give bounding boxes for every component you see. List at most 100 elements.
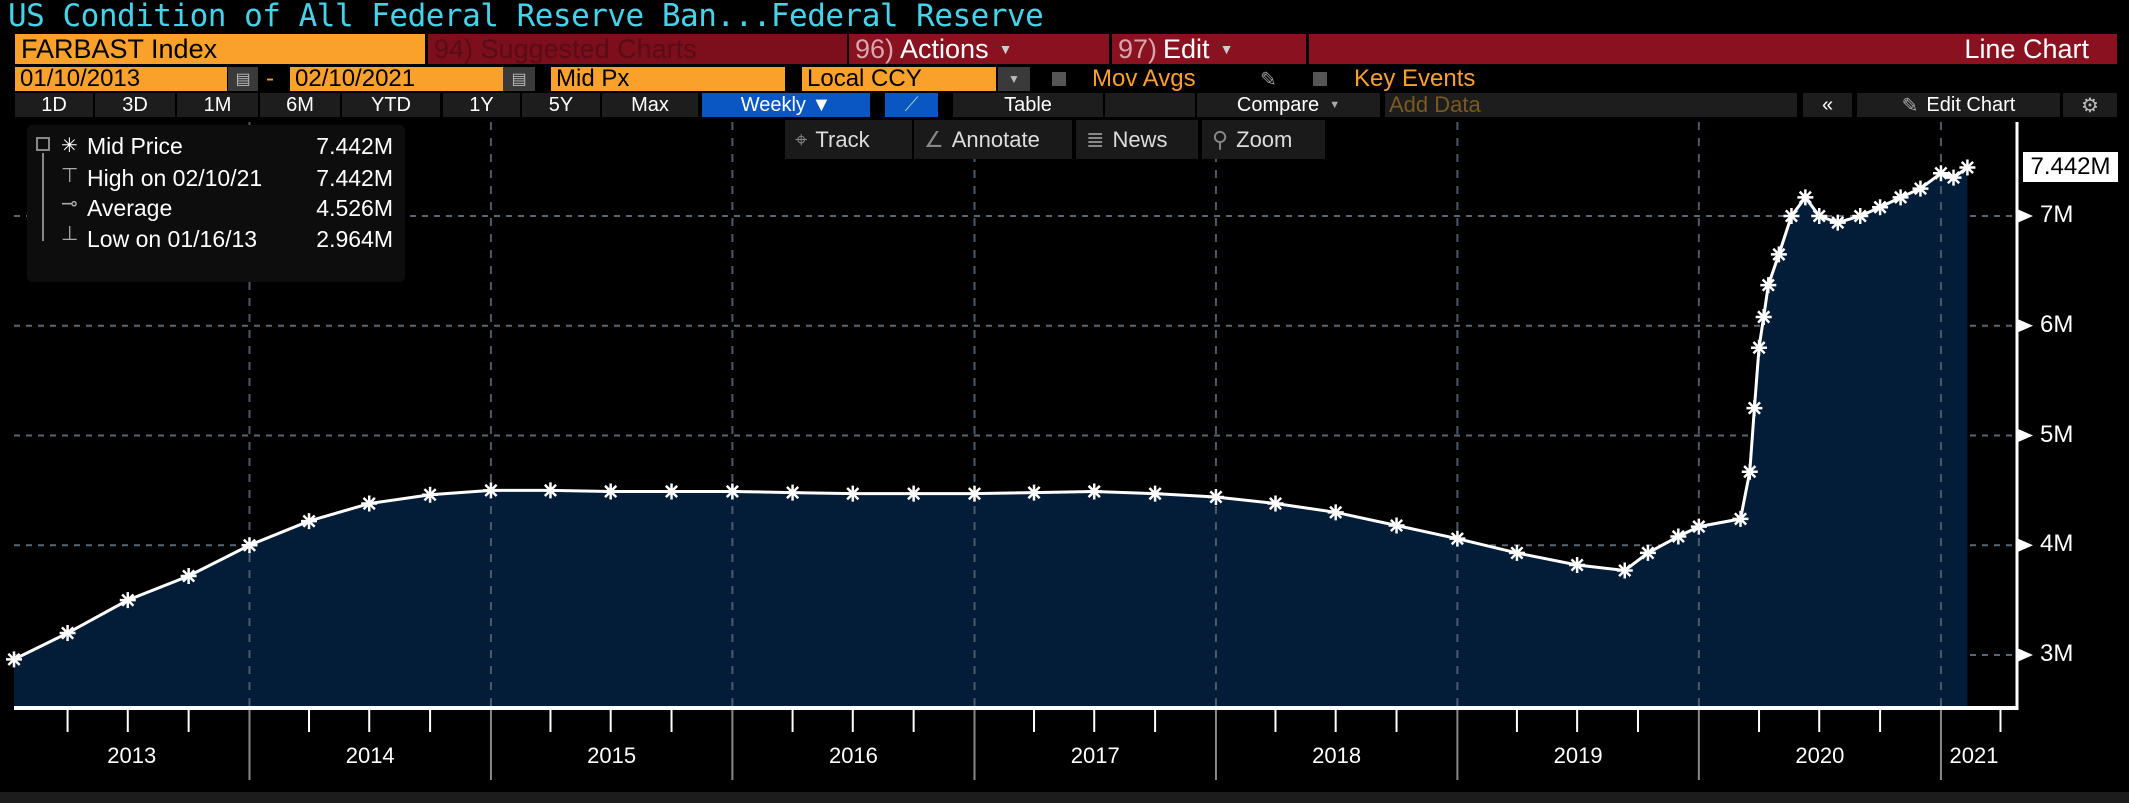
key-events-checkbox[interactable]	[1313, 72, 1327, 86]
line-chart-icon[interactable]: ⟋	[885, 93, 938, 117]
range-ytd[interactable]: YTD	[342, 93, 440, 117]
range-1y[interactable]: 1Y	[443, 93, 520, 117]
data-point-marker	[1616, 562, 1633, 579]
legend-value: 2.964M	[316, 226, 393, 252]
track-label: Track	[815, 126, 870, 152]
data-point-marker	[1755, 308, 1772, 325]
date-separator: -	[266, 67, 274, 91]
data-point-marker	[1026, 484, 1043, 501]
legend-item-low: Low on 01/16/13 2.964M	[87, 226, 393, 253]
data-point-marker	[1912, 180, 1929, 197]
collapse-icon[interactable]: «	[1803, 93, 1852, 117]
average-marker-icon: ⊸	[61, 193, 78, 215]
data-point-marker	[966, 485, 983, 502]
key-events-label[interactable]: Key Events	[1354, 67, 1476, 91]
pencil-icon[interactable]: ✎	[1260, 68, 1277, 91]
legend-value: 7.442M	[316, 165, 393, 191]
edit-label: Edit	[1163, 34, 1210, 64]
range-1m[interactable]: 1M	[177, 93, 258, 117]
data-point-marker	[1746, 400, 1763, 417]
bottom-bar	[0, 792, 2129, 803]
caret-down-icon: ▼	[998, 41, 1013, 57]
news-label: News	[1112, 126, 1168, 152]
data-point-marker	[1267, 495, 1284, 512]
start-date-field[interactable]: 01/10/2013	[15, 67, 227, 91]
legend-item-high: High on 02/10/21 7.442M	[87, 165, 393, 192]
data-point-marker	[1872, 199, 1889, 216]
crosshair-icon: ⌖	[795, 126, 808, 152]
suggested-charts-button[interactable]: 94) Suggested Charts	[428, 34, 847, 64]
data-point-marker	[844, 485, 861, 502]
x-tick-label: 2015	[587, 743, 637, 768]
data-point-marker	[119, 592, 136, 609]
asterisk-marker-icon: ✳	[61, 135, 78, 157]
legend-value: 7.442M	[316, 133, 393, 159]
calendar-icon[interactable]: ▤	[228, 67, 258, 91]
news-button[interactable]: ≣ News	[1076, 120, 1198, 159]
y-tick-marker	[2017, 428, 2033, 443]
data-point-marker	[1797, 189, 1814, 206]
mov-avgs-checkbox[interactable]	[1052, 72, 1066, 86]
y-tick-label: 5M	[2040, 420, 2074, 448]
legend-label: Average	[87, 195, 173, 221]
edit-chart-button[interactable]: ✎ Edit Chart	[1857, 93, 2060, 117]
compare-dropdown[interactable]: Compare ▼	[1197, 93, 1380, 117]
data-point-marker	[784, 484, 801, 501]
range-6m[interactable]: 6M	[260, 93, 340, 117]
collapse-legend-icon[interactable]	[36, 137, 50, 151]
security-title: US Condition of All Federal Reserve Ban.…	[8, 0, 1044, 34]
area-fill	[14, 167, 1968, 707]
compare-label: Compare	[1236, 93, 1320, 116]
data-point-marker	[59, 625, 76, 642]
end-date-field[interactable]: 02/10/2021	[290, 67, 503, 91]
data-point-marker	[1388, 517, 1405, 534]
data-point-marker	[6, 651, 22, 668]
y-tick-label: 7M	[2040, 201, 2074, 228]
x-tick-label: 2020	[1795, 743, 1845, 768]
range-5y[interactable]: 5Y	[522, 93, 600, 117]
caret-down-icon: ▼	[1219, 41, 1234, 57]
range-max[interactable]: Max	[602, 93, 698, 117]
currency-dropdown-icon[interactable]: ▼	[998, 67, 1030, 91]
legend-tree-line	[42, 153, 44, 241]
calendar-icon[interactable]: ▤	[503, 67, 535, 91]
pencil-icon: ✎	[1901, 94, 1919, 117]
annotate-button[interactable]: ∠ Annotate	[914, 120, 1072, 159]
actions-button[interactable]: 96) Actions ▼	[849, 34, 1109, 64]
y-tick-label: 3M	[2040, 640, 2074, 667]
periodicity-dropdown[interactable]: Weekly ▼	[702, 93, 870, 117]
mov-avgs-label[interactable]: Mov Avgs	[1092, 67, 1196, 91]
data-point-marker	[1892, 189, 1909, 206]
track-button[interactable]: ⌖ Track	[785, 120, 912, 159]
x-tick-label: 2014	[345, 743, 395, 768]
edit-button[interactable]: 97) Edit ▼	[1112, 34, 1306, 64]
data-point-marker	[1852, 208, 1869, 224]
currency-select[interactable]: Local CCY	[802, 67, 996, 91]
data-point-marker	[1783, 208, 1800, 224]
field-select[interactable]: Mid Px	[551, 67, 785, 91]
table-button[interactable]: Table	[953, 93, 1103, 117]
last-value-label: 7.442M	[2023, 152, 2118, 182]
zoom-button[interactable]: ⚲ Zoom	[1202, 120, 1325, 159]
data-point-marker	[361, 495, 378, 512]
suggested-num: 94)	[434, 34, 474, 64]
legend-label: Low on 01/16/13	[87, 226, 258, 252]
y-tick-label: 6M	[2040, 310, 2074, 338]
zoom-label: Zoom	[1236, 126, 1293, 152]
range-1d[interactable]: 1D	[15, 93, 93, 117]
data-point-marker	[663, 483, 680, 500]
data-point-marker	[1945, 169, 1962, 186]
data-point-marker	[1741, 463, 1758, 480]
caret-down-icon: ▼	[1329, 99, 1341, 111]
gear-icon[interactable]: ⚙	[2063, 93, 2117, 117]
data-point-marker	[1760, 277, 1777, 294]
add-data-input[interactable]: Add Data	[1385, 93, 1797, 117]
ticker-field[interactable]: FARBAST Index	[15, 34, 425, 64]
data-point-marker	[1932, 165, 1949, 182]
angle-icon: ∠	[924, 126, 944, 152]
data-point-marker	[724, 483, 741, 500]
range-3d[interactable]: 3D	[95, 93, 175, 117]
magnifier-icon: ⚲	[1212, 126, 1229, 152]
legend-item-average: Average 4.526M	[87, 195, 393, 222]
